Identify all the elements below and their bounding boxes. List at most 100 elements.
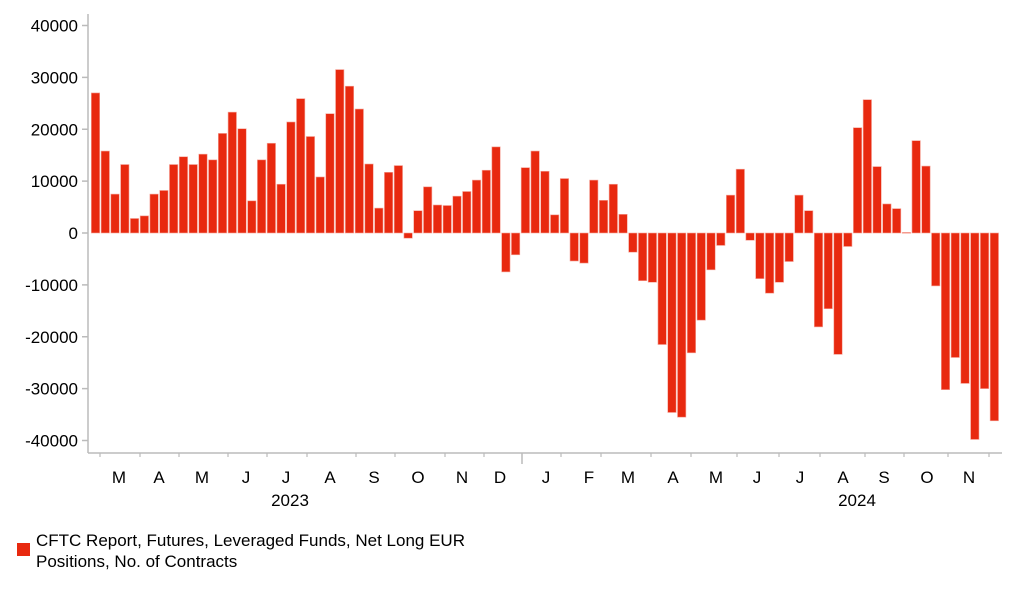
- bar: [726, 194, 736, 234]
- bar: [364, 163, 374, 234]
- bar: [638, 232, 648, 282]
- bar: [384, 172, 394, 234]
- x-month-label: M: [709, 468, 723, 487]
- bar: [657, 232, 667, 345]
- y-tick-label: 20000: [31, 120, 78, 139]
- y-tick-label: -40000: [25, 432, 78, 451]
- x-month-label: F: [584, 468, 594, 487]
- x-month-label: M: [621, 468, 635, 487]
- bar: [569, 232, 579, 262]
- y-tick-label: 10000: [31, 172, 78, 191]
- bar: [882, 203, 892, 234]
- bar: [296, 98, 306, 234]
- x-month-label: J: [542, 468, 551, 487]
- y-tick-label: -10000: [25, 276, 78, 295]
- x-month-label: M: [195, 468, 209, 487]
- bar: [833, 232, 843, 355]
- bar: [472, 179, 482, 234]
- bar: [305, 136, 315, 234]
- bar: [159, 190, 169, 234]
- x-month-label: J: [753, 468, 762, 487]
- x-month-label: A: [324, 468, 336, 487]
- bar: [442, 205, 452, 234]
- bar: [432, 204, 442, 234]
- bar: [237, 128, 247, 234]
- legend: CFTC Report, Futures, Leveraged Funds, N…: [17, 530, 536, 572]
- bar: [100, 150, 110, 234]
- x-month-label: A: [667, 468, 679, 487]
- bar: [794, 194, 804, 234]
- bar: [169, 164, 179, 234]
- bar: [208, 159, 218, 234]
- bar: [91, 92, 101, 234]
- x-month-label: J: [282, 468, 291, 487]
- bar: [765, 232, 775, 294]
- bars: [91, 69, 999, 440]
- x-month-label: M: [112, 468, 126, 487]
- bar: [374, 207, 384, 234]
- bar: [784, 232, 794, 262]
- bar: [872, 166, 882, 234]
- bar: [716, 232, 726, 246]
- bar: [970, 232, 980, 440]
- bar: [559, 178, 569, 234]
- bar: [511, 232, 521, 256]
- bar: [677, 232, 687, 418]
- x-month-label: A: [837, 468, 849, 487]
- x-axis: M A M J J A S O N D J F M A M J J A S O N 2023 2024: [88, 452, 1002, 510]
- bar: [755, 232, 765, 279]
- bar: [188, 164, 198, 234]
- bar: [403, 232, 413, 239]
- bar: [911, 140, 921, 234]
- bar: [452, 195, 462, 234]
- bar: [120, 164, 130, 234]
- y-tick-label: -20000: [25, 328, 78, 347]
- y-axis: 40000 30000 20000 10000 0 -10000 -20000 -30000 -…: [25, 14, 89, 453]
- x-year-label: 2024: [838, 491, 876, 510]
- x-month-label: D: [494, 468, 506, 487]
- bar: [139, 215, 149, 234]
- bar: [599, 200, 609, 234]
- bar: [618, 214, 628, 234]
- bar: [628, 232, 638, 253]
- x-year-label: 2023: [271, 491, 309, 510]
- bar: [462, 191, 472, 234]
- bar: [696, 232, 706, 321]
- bar: [530, 150, 540, 234]
- bar: [266, 142, 276, 234]
- x-month-label: O: [411, 468, 424, 487]
- bar: [745, 232, 755, 241]
- bar: [686, 232, 696, 354]
- legend-swatch: [17, 543, 30, 556]
- bar: [579, 232, 589, 264]
- x-month-label: S: [368, 468, 379, 487]
- bar: [393, 165, 403, 234]
- bar: [540, 170, 550, 234]
- bar: [110, 193, 120, 234]
- bar: [735, 168, 745, 234]
- bar: [647, 232, 657, 283]
- bar: [227, 111, 237, 234]
- bar: [325, 113, 335, 234]
- x-month-label: J: [796, 468, 805, 487]
- bar: [921, 165, 931, 234]
- bar: [901, 232, 911, 234]
- bar: [989, 232, 999, 422]
- bar: [706, 232, 716, 271]
- y-tick-label: -30000: [25, 380, 78, 399]
- bar: [345, 85, 355, 234]
- bar: [843, 232, 853, 247]
- bar: [804, 210, 814, 234]
- x-month-label: J: [242, 468, 251, 487]
- bar: [257, 159, 267, 234]
- bar: [931, 232, 941, 287]
- bar: [423, 186, 433, 234]
- bar: [940, 232, 950, 390]
- bar: [823, 232, 833, 310]
- bar: [608, 183, 618, 234]
- bar: [980, 232, 990, 389]
- bar: [667, 232, 677, 413]
- bar: [853, 127, 863, 234]
- x-month-label: A: [153, 468, 165, 487]
